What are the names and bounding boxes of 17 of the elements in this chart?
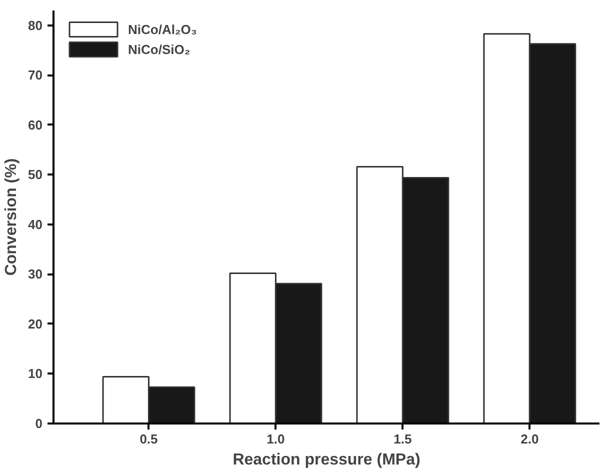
x-tick-label: 2.0 [520, 432, 539, 446]
x-axis-title: Reaction pressure (MPa) [232, 452, 420, 468]
x-tick-label: 0.5 [140, 432, 158, 446]
y-tick-label: 80 [28, 18, 43, 33]
y-tick-label: 10 [28, 366, 43, 382]
legend-label: NiCo/SiO₂ [128, 42, 190, 56]
x-tick-label: 1.5 [394, 432, 412, 446]
y-tick-label: 60 [28, 117, 43, 132]
legend-label: NiCo/Al₂O₃ [128, 22, 197, 36]
y-tick-label: 70 [28, 68, 43, 83]
y-tick-label: 50 [28, 167, 43, 182]
y-tick-label: 20 [28, 316, 43, 332]
y-tick-label: 30 [28, 266, 43, 282]
y-tick-label: 0 [35, 416, 43, 431]
x-tick-label: 1.0 [266, 432, 285, 446]
y-tick-label: 40 [28, 216, 43, 232]
y-axis-title: Conversion (%) [3, 158, 20, 276]
